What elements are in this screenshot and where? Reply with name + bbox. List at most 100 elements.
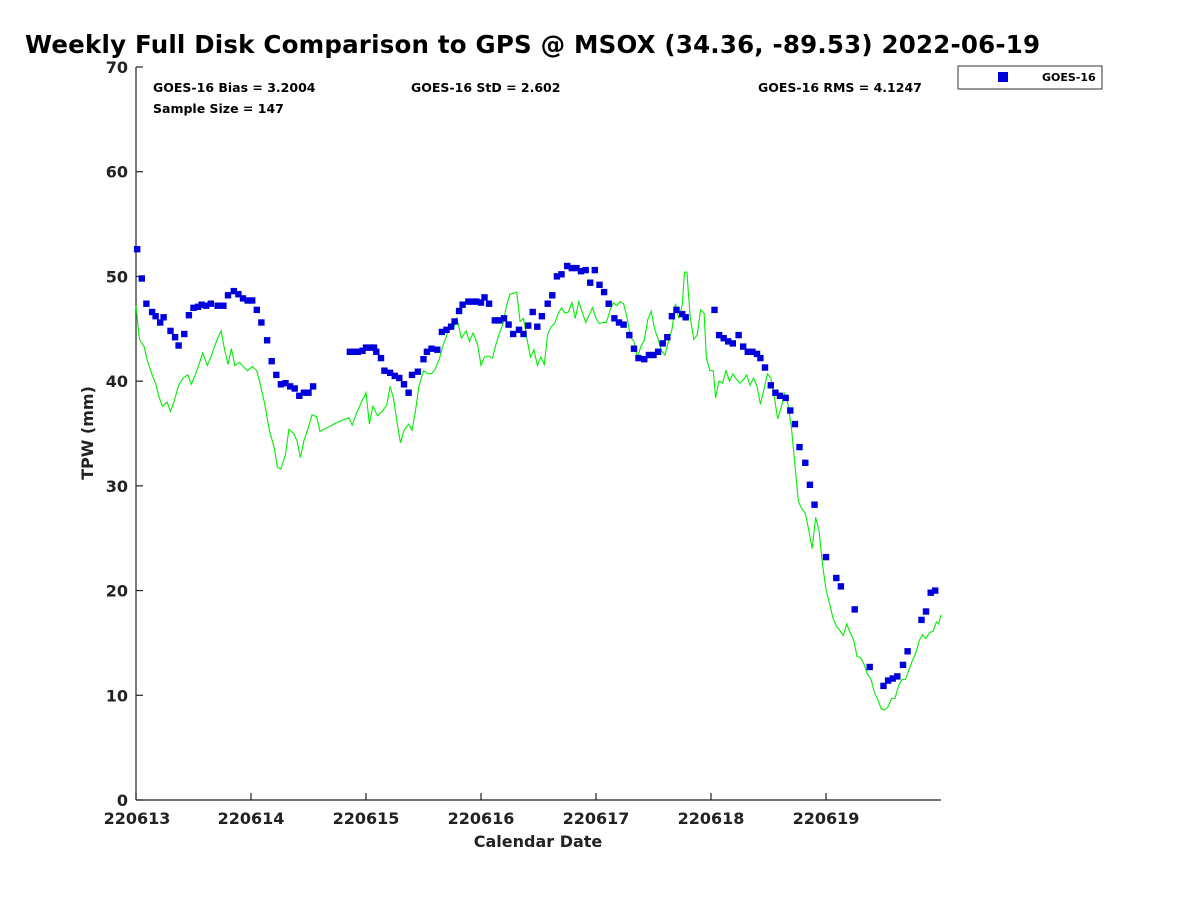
goes-16-point [811, 501, 818, 508]
goes-16-point [500, 315, 508, 322]
y-tick-label: 10 [106, 686, 128, 705]
goes-16-point [918, 616, 925, 624]
goes-16-point [465, 298, 472, 305]
goes-16-point [286, 383, 294, 390]
goes-16-point [534, 323, 541, 330]
goes-16-point [148, 308, 156, 316]
goes-16-point [591, 266, 598, 274]
goes-16-point [428, 345, 435, 352]
goes-16-point [553, 273, 561, 280]
goes-16-point [761, 364, 769, 371]
goes-16-point [833, 574, 840, 582]
goes-16-point [525, 322, 532, 329]
goes-16-point [605, 300, 612, 307]
chart-title: Weekly Full Disk Comparison to GPS @ MSO… [25, 30, 1041, 59]
goes-16-point [214, 302, 221, 309]
goes-16-point [729, 340, 736, 347]
goes-16-point [866, 663, 873, 671]
goes-16-point [296, 392, 303, 399]
goes-16-point [396, 374, 403, 382]
goes-16-point [772, 389, 779, 396]
goes-16-point [791, 420, 799, 428]
goes-16-point [899, 661, 907, 669]
goes-16-point [682, 314, 689, 321]
goes-16-point [753, 350, 761, 358]
goes-16-point [414, 368, 421, 375]
goes-16-point [611, 315, 618, 322]
goes-16-point [434, 346, 441, 353]
goes-16-point [423, 348, 431, 355]
goes-16-point [351, 348, 358, 355]
goes-16-point [587, 279, 594, 286]
goes-16-point [568, 264, 575, 272]
goes-16-point [715, 331, 723, 339]
goes-16-point [203, 302, 210, 309]
goes-16-point [582, 266, 589, 274]
x-ticks: 220613 220614 220615 220616 220617 220618 2206… [104, 793, 859, 828]
goes-16-point [577, 268, 585, 275]
goes-16-point [927, 589, 934, 596]
goes-16-point [185, 312, 193, 319]
goes-16-point [438, 328, 446, 336]
goes-16-point [596, 281, 603, 288]
y-axis-title: TPW (mm) [78, 386, 97, 480]
goes-16-point [235, 291, 242, 298]
goes-16-point [538, 313, 546, 320]
goes-16-point [851, 606, 858, 613]
goes-16-point [477, 299, 485, 306]
x-axis-title: Calendar Date [474, 832, 603, 851]
legend: GOES-16 [957, 65, 1103, 90]
goes-16-point [673, 306, 680, 314]
goes-16-point [134, 246, 141, 253]
goes-16-point [505, 321, 512, 328]
goes-16-point [573, 264, 580, 272]
y-tick-label: 0 [117, 791, 128, 810]
goes-16-point [152, 313, 159, 320]
goes-16-point [171, 334, 179, 341]
y-tick-label: 20 [106, 582, 128, 601]
y-ticks: 0 10 20 30 40 50 60 70 [106, 58, 143, 810]
goes-16-point [381, 367, 388, 374]
legend-marker-goes-16 [998, 72, 1008, 82]
goes-16-point [224, 292, 232, 299]
goes-16-point [181, 330, 188, 338]
goes-16-point [787, 407, 794, 414]
goes-16-point [194, 303, 202, 310]
goes-16-point [447, 323, 455, 330]
gps-series-line [135, 271, 942, 711]
goes-16-point [485, 300, 493, 307]
goes-16-point [711, 306, 718, 314]
goes-16-point [268, 358, 275, 365]
bias-stat: GOES-16 Bias = 3.2004 [153, 80, 316, 95]
y-tick-label: 70 [106, 58, 128, 77]
goes-16-point [244, 297, 251, 304]
x-tick-label: 220617 [563, 809, 630, 828]
goes-16-point [496, 317, 503, 324]
goes-16-point [239, 295, 247, 302]
goes-16-point [529, 308, 536, 316]
goes-16-point [386, 369, 394, 376]
goes-16-point [744, 348, 751, 355]
goes-16-point [258, 319, 265, 326]
x-tick-label: 220616 [448, 809, 515, 828]
y-tick-label: 60 [106, 163, 128, 182]
goes-16-point [884, 677, 892, 684]
goes-16-point [620, 321, 627, 328]
goes-16-point [615, 319, 623, 326]
goes-16-point [377, 354, 385, 362]
goes-16-point [641, 356, 648, 363]
goes-16-point [157, 319, 164, 326]
goes-16-point [922, 608, 930, 615]
rms-stat: GOES-16 RMS = 4.1247 [758, 80, 922, 95]
y-tick-label: 50 [106, 267, 128, 286]
x-tick-label: 220614 [218, 809, 285, 828]
legend-label-goes-16: GOES-16 [1042, 71, 1096, 84]
goes-16-point [455, 307, 463, 315]
goes-16-point [630, 345, 638, 352]
goes-16-point [175, 342, 182, 349]
legend-box [957, 65, 1103, 90]
sample-size-stat: Sample Size = 147 [153, 101, 284, 116]
goes-16-point [282, 380, 289, 387]
goes-16-point [735, 331, 742, 339]
goes-16-point [138, 275, 145, 282]
